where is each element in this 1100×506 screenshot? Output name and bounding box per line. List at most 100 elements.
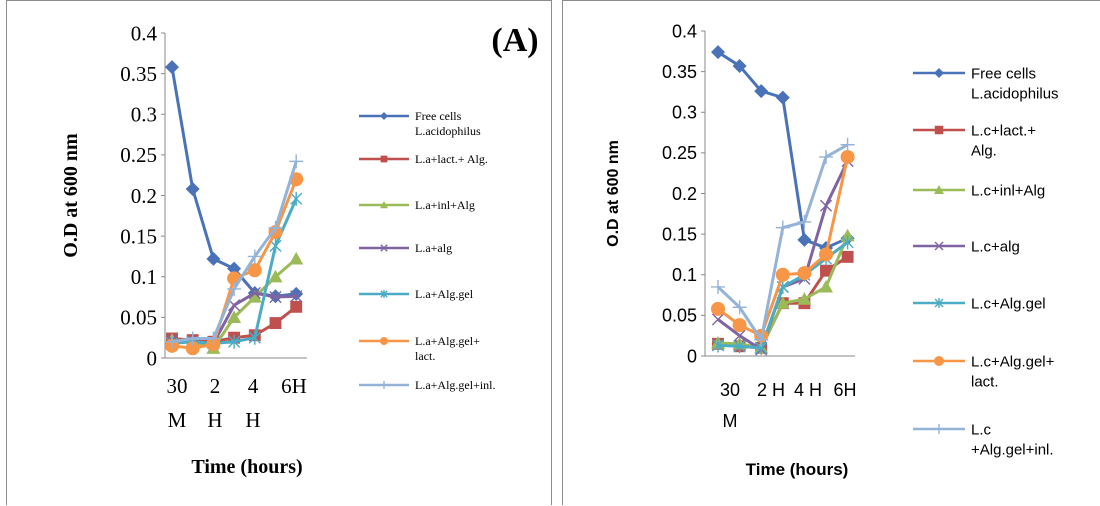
legend-label: L.a+Alg.gel bbox=[415, 287, 474, 301]
legend-label: L.a+Alg.gel+inl. bbox=[415, 378, 496, 392]
y-tick-label: 0.3 bbox=[131, 103, 157, 127]
data-point-marker bbox=[732, 58, 747, 73]
y-tick-label: 0 bbox=[147, 346, 158, 370]
data-point-marker bbox=[165, 334, 179, 349]
series-1 bbox=[165, 60, 304, 304]
data-point-marker bbox=[165, 60, 179, 75]
y-tick-label: 0.2 bbox=[672, 184, 697, 204]
data-point-marker bbox=[290, 300, 303, 313]
data-point-marker bbox=[775, 267, 790, 282]
legend-entry: L.c+Alg.gel+ lact. bbox=[913, 353, 1055, 390]
y-tick-label: 0.4 bbox=[131, 21, 158, 45]
data-point-marker bbox=[775, 296, 790, 309]
legend-label: +Alg.gel+inl. bbox=[971, 441, 1054, 458]
legend-label: L.c+Alg.gel+ bbox=[971, 353, 1055, 370]
data-point-marker bbox=[820, 264, 832, 277]
x-tick-label: 30 bbox=[167, 374, 188, 398]
data-point-marker bbox=[269, 238, 282, 253]
y-tick-label: 0.15 bbox=[120, 224, 157, 248]
legend-marker bbox=[380, 112, 388, 120]
legend-marker bbox=[934, 241, 944, 251]
legend-label: L.c+Alg.gel bbox=[971, 295, 1046, 312]
data-point-marker bbox=[840, 137, 855, 152]
legend-entry: L.a+inl+Alg bbox=[359, 198, 475, 212]
data-point-marker bbox=[840, 149, 855, 164]
data-point-marker bbox=[841, 250, 854, 263]
chart-b-svg: 0 0.05 0.1 0.15 0.2 0.25 0.3 0.35 0.4 30 M 2 H 4 H 6H… bbox=[605, 21, 1059, 479]
data-point-marker bbox=[227, 281, 242, 296]
data-point-marker bbox=[248, 286, 261, 300]
legend-label: L.c+alg bbox=[971, 238, 1020, 255]
y-tick-label: 0.3 bbox=[672, 103, 697, 123]
legend-label: Free cells bbox=[415, 109, 462, 123]
panel-label: (A) bbox=[491, 22, 538, 59]
y-axis-title: O.D at 600 nm bbox=[60, 133, 82, 258]
y-tick-label: 0.4 bbox=[672, 21, 697, 41]
data-point-marker bbox=[206, 251, 221, 266]
series-7 bbox=[165, 154, 304, 349]
data-point-marker bbox=[290, 290, 303, 303]
x-axis-title: Time (hours) bbox=[746, 460, 849, 479]
legend-entry: L.a+alg bbox=[359, 241, 452, 255]
y-tick-label: 0.05 bbox=[120, 306, 157, 330]
data-point-marker bbox=[289, 251, 304, 265]
y-tick-label: 0 bbox=[687, 346, 697, 366]
series-line bbox=[717, 50, 849, 250]
data-point-marker bbox=[819, 199, 833, 212]
x-tick-label-line2: M bbox=[168, 408, 187, 432]
data-point-marker bbox=[732, 318, 747, 333]
legend-marker bbox=[380, 155, 388, 163]
data-point-marker bbox=[711, 313, 725, 326]
data-point-marker bbox=[711, 279, 725, 294]
data-point-marker bbox=[733, 329, 746, 342]
legend-entry: L.a+Alg.gel+inl. bbox=[359, 378, 496, 392]
legend-marker bbox=[934, 424, 944, 434]
data-point-marker bbox=[268, 269, 283, 283]
data-point-marker bbox=[711, 301, 725, 316]
x-tick-label: 4 H bbox=[794, 380, 822, 400]
data-point-marker bbox=[206, 331, 221, 346]
y-tick-label: 0.2 bbox=[131, 184, 157, 208]
data-point-marker bbox=[185, 182, 200, 196]
y-tick-label: 0.15 bbox=[662, 224, 697, 244]
y-tick-label: 0.35 bbox=[662, 62, 697, 82]
y-axis-title: O.D at 600 nm bbox=[605, 140, 622, 247]
data-point-marker bbox=[711, 338, 725, 353]
x-tick-label: 2 bbox=[210, 374, 221, 398]
data-point-marker bbox=[819, 247, 833, 262]
chart-a-svg: 00.050.10.150.20.250.30.350.430M2H4H6HO.… bbox=[60, 21, 539, 478]
legend-label: L.c+lact.+ bbox=[971, 122, 1036, 139]
x-tick-label-line2: H bbox=[207, 408, 222, 432]
data-point-marker bbox=[247, 249, 262, 264]
data-point-marker bbox=[754, 332, 769, 347]
legend-entry: L.a+Alg.gel bbox=[359, 287, 474, 301]
legend-entry: L.c +Alg.gel+inl. bbox=[913, 421, 1054, 458]
legend-label: L.c+inl+Alg bbox=[971, 182, 1045, 199]
data-point-marker bbox=[269, 290, 282, 304]
legend-marker bbox=[380, 337, 388, 345]
x-axis-title: Time (hours) bbox=[191, 456, 302, 478]
legend-label: L.acidophilus bbox=[971, 85, 1059, 102]
data-point-marker bbox=[185, 331, 200, 346]
legend-marker bbox=[380, 201, 388, 209]
data-point-marker bbox=[268, 221, 283, 235]
x-tick-label: 6H bbox=[833, 380, 856, 400]
legend-label: Alg. bbox=[971, 142, 997, 159]
legend-label: L.a+alg bbox=[415, 241, 452, 255]
data-point-marker bbox=[754, 84, 769, 99]
data-point-marker bbox=[248, 330, 261, 345]
legend-label: L.a+inl+Alg bbox=[415, 198, 475, 212]
legend-marker bbox=[380, 290, 388, 298]
legend-entry: L.a+lact.+ Alg. bbox=[359, 152, 488, 166]
legend-marker bbox=[934, 185, 944, 194]
legend-marker bbox=[934, 356, 944, 366]
x-tick-label: 6H bbox=[281, 374, 307, 398]
legend-entry: L.c+alg bbox=[913, 238, 1020, 255]
data-point-marker bbox=[732, 300, 747, 315]
data-point-marker bbox=[733, 339, 746, 354]
legend-label: lact. bbox=[971, 373, 999, 390]
legend-label: lact. bbox=[415, 349, 435, 363]
legend-entry: L.a+Alg.gel+lact. bbox=[359, 334, 480, 363]
y-tick-label: 0.25 bbox=[120, 143, 157, 167]
